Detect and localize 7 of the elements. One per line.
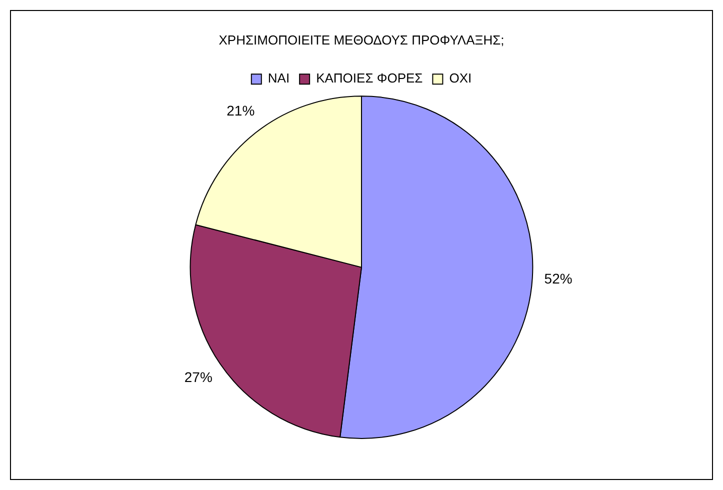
legend-label: ΚΑΠΟΙΕΣ ΦΟΡΕΣ xyxy=(316,70,423,86)
data-label: 27% xyxy=(184,369,212,385)
data-label: 21% xyxy=(226,102,255,118)
chart-title: ΧΡΗΣΙΜΟΠΟΙΕΙΤΕ ΜΕΘΟΔΟΥΣ ΠΡΟΦΥΛΑΞΗΣ; xyxy=(218,32,504,48)
data-label: 52% xyxy=(544,270,572,287)
legend-label: ΝΑΙ xyxy=(268,70,290,86)
legend-label: ΟΧΙ xyxy=(449,70,472,86)
